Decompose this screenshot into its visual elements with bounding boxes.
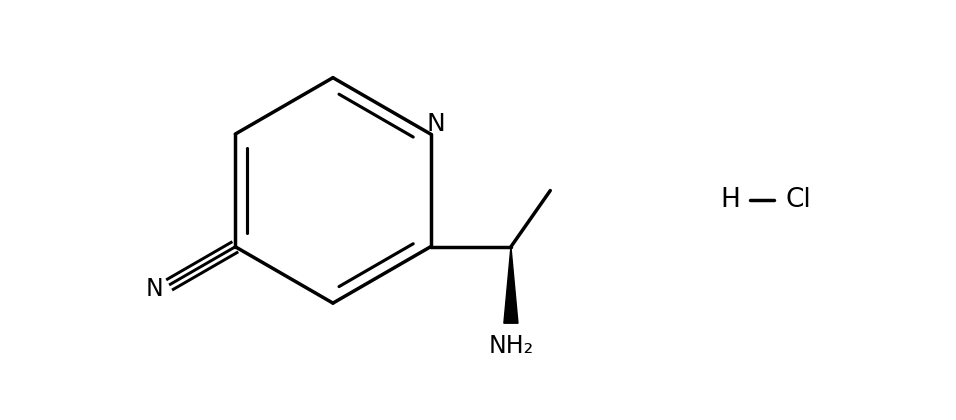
Text: NH₂: NH₂ — [489, 334, 533, 358]
Text: N: N — [426, 112, 445, 136]
Polygon shape — [504, 247, 518, 323]
Text: Cl: Cl — [786, 187, 812, 213]
Text: N: N — [145, 277, 163, 301]
Text: H: H — [720, 187, 740, 213]
